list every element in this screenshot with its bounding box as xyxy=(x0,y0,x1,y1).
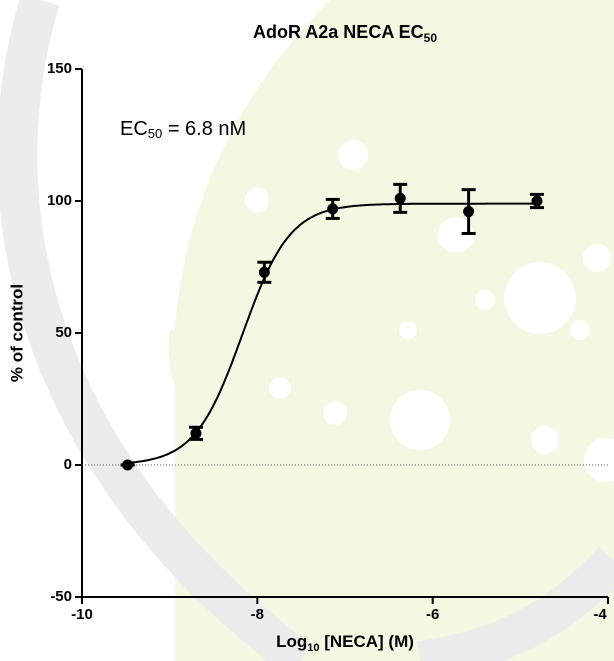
x-label-text: Log xyxy=(276,632,307,651)
x-axis-label: Log10 [NECA] (M) xyxy=(276,632,414,653)
data-point xyxy=(463,206,475,218)
y-tick-label: 50 xyxy=(55,324,72,341)
annotation: EC50 = 6.8 nM xyxy=(120,118,246,141)
x-label-sub: 10 xyxy=(307,642,319,654)
data-point xyxy=(190,427,202,439)
x-tick-label: -4 xyxy=(593,606,607,623)
data-point xyxy=(122,459,134,471)
y-tick-label: -50 xyxy=(50,588,72,605)
y-axis-label: % of control xyxy=(7,284,26,382)
data-point xyxy=(327,203,339,215)
chart-title: AdoR A2a NECA EC50 xyxy=(253,22,437,45)
data-point xyxy=(258,266,270,278)
x-label-tail: [NECA] (M) xyxy=(319,632,413,651)
title-text: AdoR A2a NECA EC xyxy=(253,22,424,42)
y-tick-label: 100 xyxy=(47,192,72,209)
data-point xyxy=(394,192,406,204)
annotation-text: EC xyxy=(120,118,148,140)
x-tick-label: -10 xyxy=(71,606,93,623)
x-tick-label: -6 xyxy=(426,606,439,623)
x-tick-label: -8 xyxy=(251,606,264,623)
title-sub: 50 xyxy=(424,31,438,45)
data-point xyxy=(531,195,543,207)
annotation-tail: = 6.8 nM xyxy=(162,118,246,140)
annotation-sub: 50 xyxy=(148,126,162,141)
y-tick-label: 150 xyxy=(47,60,72,77)
y-tick-label: 0 xyxy=(64,456,72,473)
